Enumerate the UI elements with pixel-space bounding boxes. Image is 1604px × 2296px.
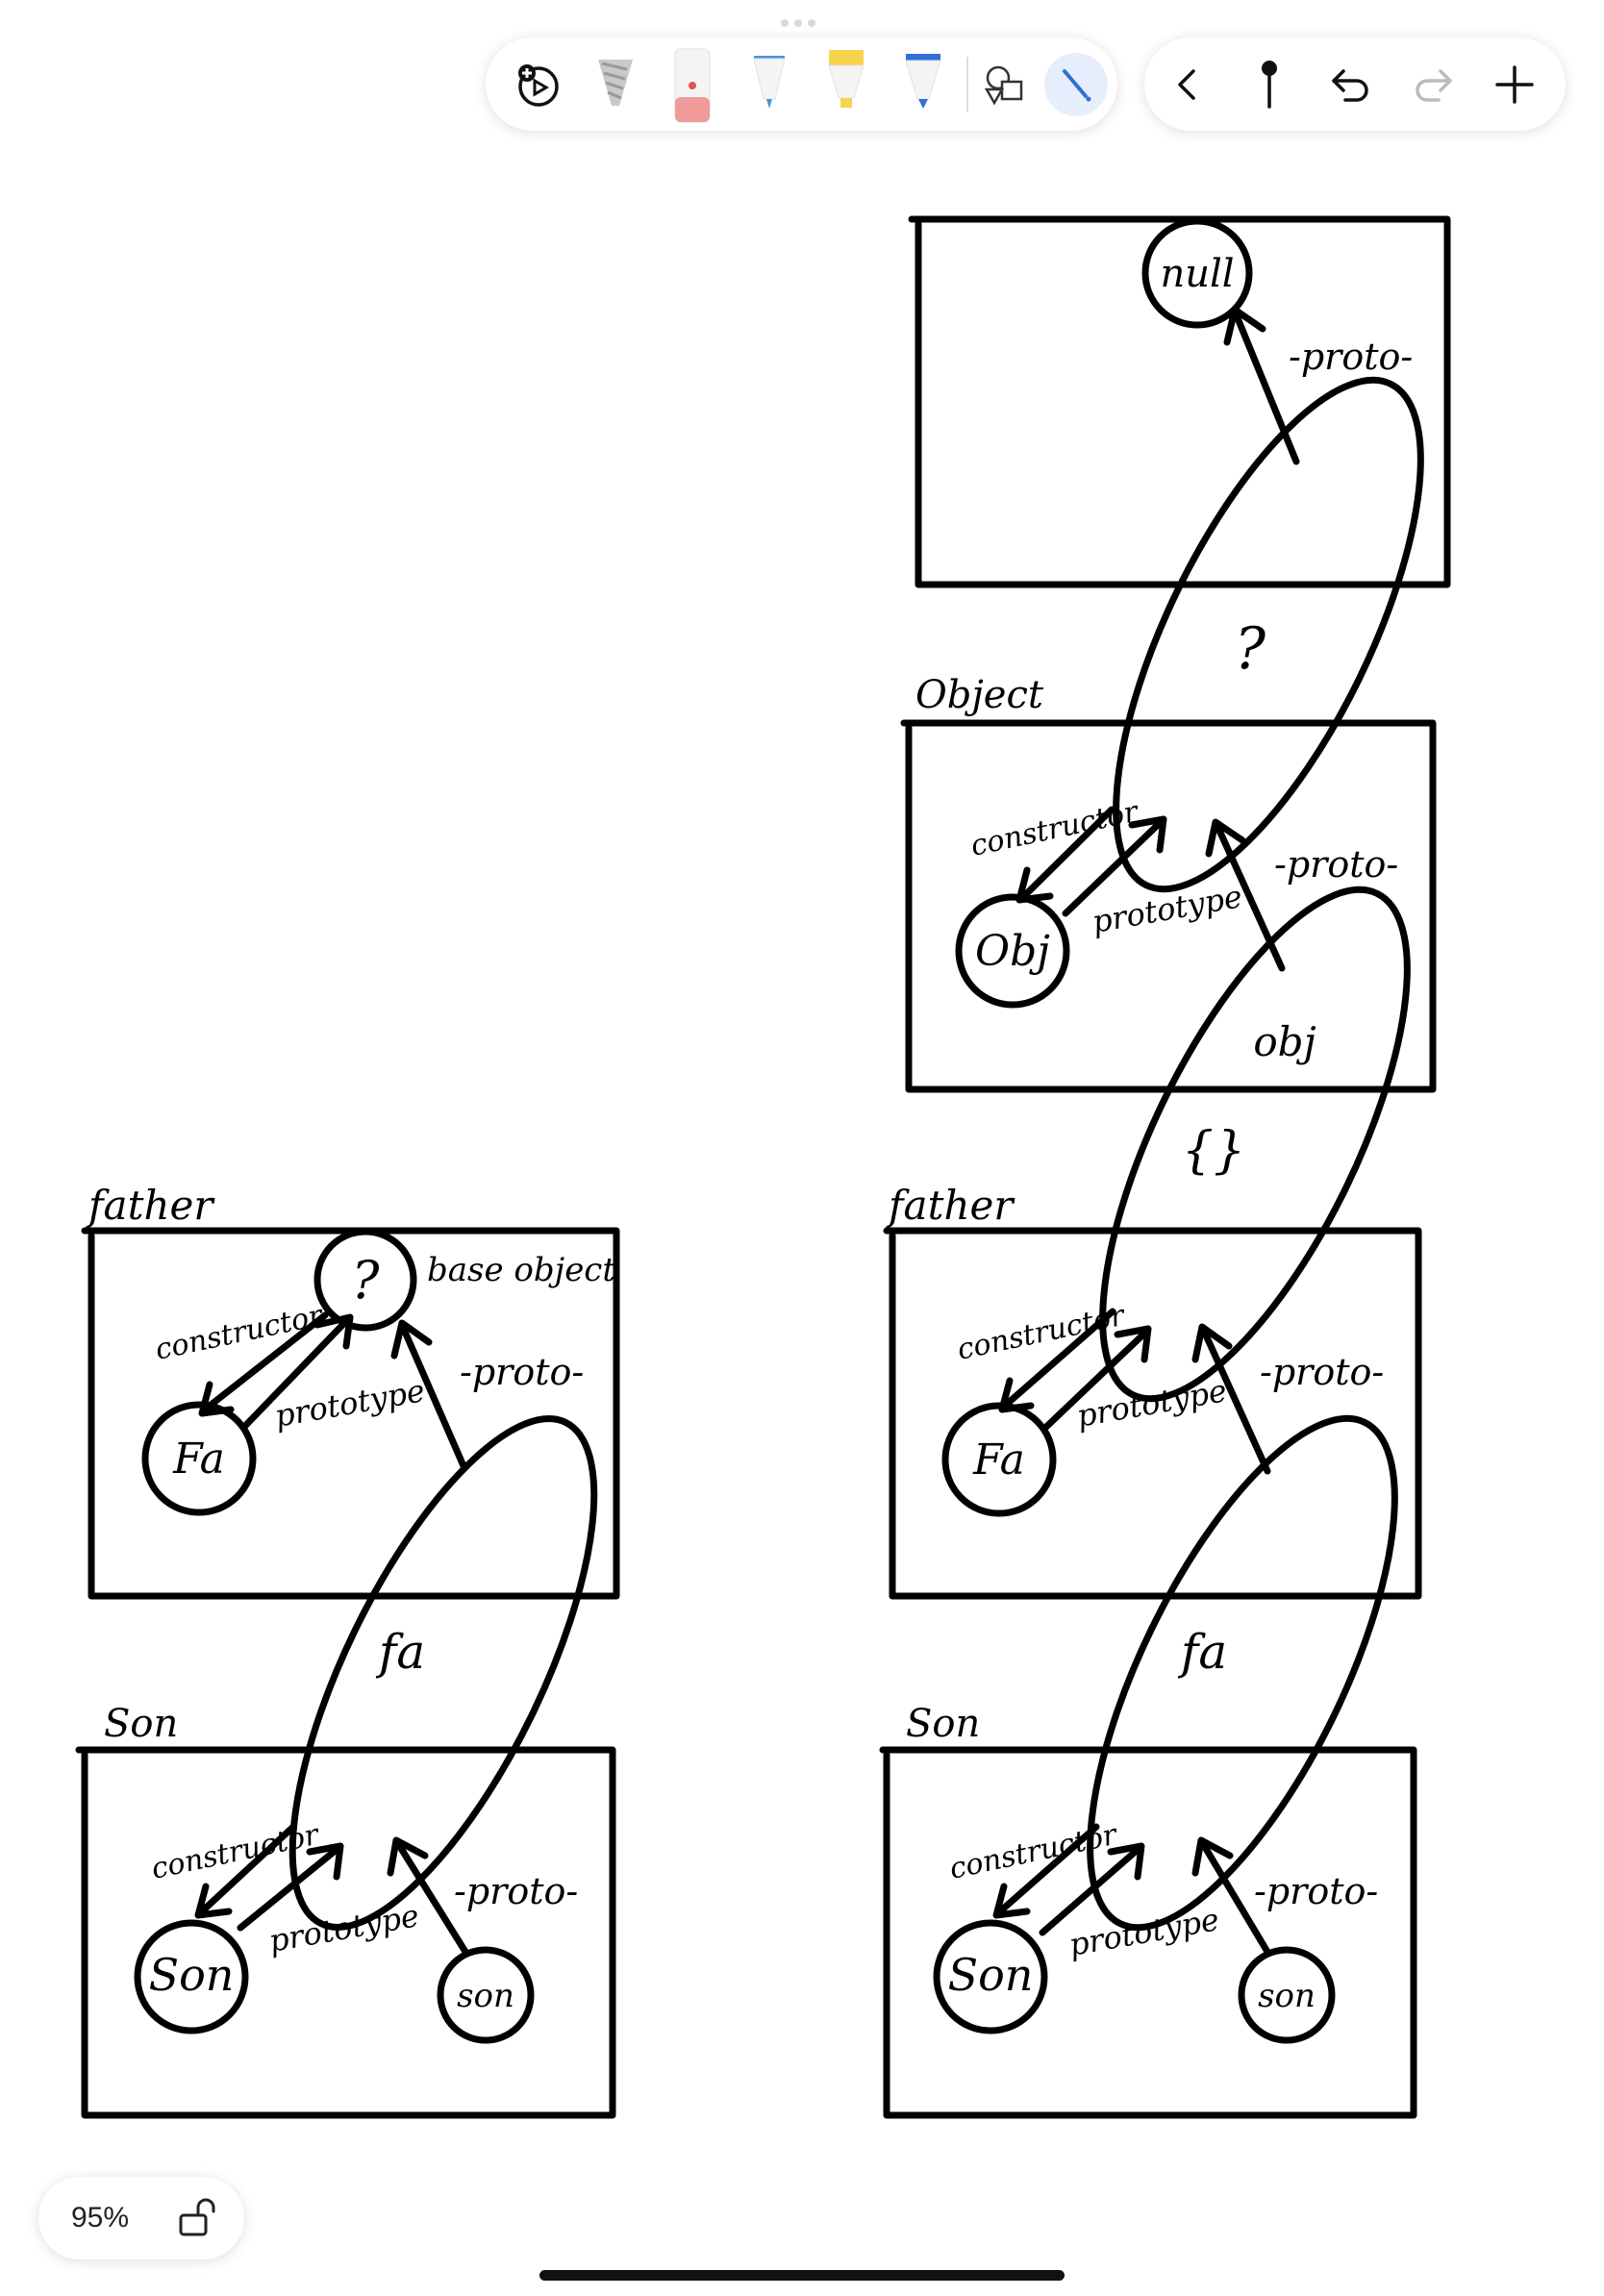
right-object-constructor-arrow xyxy=(1015,806,1115,904)
right-son-prototype-label: prototype xyxy=(1066,1901,1222,1963)
right-son-title: Son xyxy=(906,1702,980,1746)
toolbar-drag-handle[interactable] xyxy=(781,19,823,27)
right-son-instance-label: son xyxy=(1258,1977,1316,2015)
left-father-proto-node xyxy=(313,1228,417,1332)
right-son-box xyxy=(879,1746,1417,2119)
back-icon[interactable] xyxy=(1154,37,1221,131)
left-father-box xyxy=(81,1227,620,1600)
left-son-instance-node xyxy=(437,1946,535,2044)
right-obj-ctor-label: Obj xyxy=(975,927,1050,976)
left-son-ctor-label: Son xyxy=(149,1949,235,2001)
left-son-constructor-arrow xyxy=(194,1823,297,1919)
pen-tool-icon[interactable] xyxy=(736,37,803,131)
left-son-proto-arrow xyxy=(387,1836,469,1956)
right-object-ellipse-label: ? xyxy=(1235,615,1266,683)
left-father-prototype-arrow xyxy=(240,1313,354,1431)
left-father-node-label: ? xyxy=(352,1250,381,1310)
right-object-constructor-label: constructor xyxy=(967,795,1142,863)
drawing-tools-toolbar xyxy=(486,37,1117,131)
right-object-ctor-node xyxy=(955,893,1070,1009)
left-son-proto-label: -proto- xyxy=(454,1870,578,1912)
toolbar-divider xyxy=(966,57,968,112)
right-son-proto-arrow xyxy=(1191,1836,1271,1956)
right-father-title: father xyxy=(886,1182,1015,1229)
shapes-tool-icon[interactable] xyxy=(971,37,1039,131)
left-father-proto-label: -proto- xyxy=(460,1351,584,1393)
home-indicator[interactable] xyxy=(539,2270,1065,2281)
left-fa-proto-arrow xyxy=(390,1319,468,1472)
right-fa-ellipse xyxy=(1087,1414,1398,1932)
right-obj-ellipse-label-bottom: {} xyxy=(1182,1122,1245,1180)
right-father-fa-node xyxy=(941,1402,1057,1517)
right-null-box xyxy=(908,215,1451,588)
right-null-node xyxy=(1141,217,1253,329)
highlighter-tool-icon[interactable] xyxy=(813,37,880,131)
eraser-tool-icon[interactable] xyxy=(659,37,726,131)
redo-icon[interactable] xyxy=(1399,37,1466,131)
right-father-proto-label: -proto- xyxy=(1260,1351,1384,1393)
undo-icon[interactable] xyxy=(1317,37,1385,131)
left-father-constructor-label: constructor xyxy=(152,1299,327,1367)
right-fa-proto-arrow xyxy=(1191,1323,1271,1475)
right-null-proto-arrow xyxy=(1223,306,1300,465)
right-father-box xyxy=(883,1227,1422,1600)
right-null-label: null xyxy=(1160,252,1234,296)
right-obj-proto-arrow xyxy=(1205,818,1286,972)
left-fa-ellipse xyxy=(288,1415,598,1931)
left-father-title: father xyxy=(86,1182,215,1229)
right-object-title: Object xyxy=(915,673,1044,717)
left-son-instance-label: son xyxy=(457,1977,514,2015)
lasso-tool-icon[interactable] xyxy=(1041,37,1111,131)
left-father-constructor-arrow xyxy=(198,1311,329,1417)
navigation-toolbar xyxy=(1144,37,1566,131)
right-fa-node-label: Fa xyxy=(972,1435,1025,1485)
marker-tool-icon[interactable] xyxy=(890,37,957,131)
right-obj-ellipse-label-top: obj xyxy=(1253,1018,1316,1065)
right-son-constructor-arrow xyxy=(992,1823,1100,1919)
lock-icon[interactable] xyxy=(173,2194,221,2242)
right-father-constructor-label: constructor xyxy=(954,1299,1129,1367)
right-father-prototype-arrow xyxy=(1042,1325,1152,1431)
left-son-title: Son xyxy=(104,1702,178,1746)
right-object-prototype-ellipse xyxy=(1113,376,1424,893)
add-page-icon[interactable] xyxy=(1481,37,1548,131)
right-object-proto-label: -proto- xyxy=(1274,843,1398,886)
zoom-level: 95% xyxy=(71,2202,130,2234)
left-son-box xyxy=(75,1746,616,2119)
right-son-prototype-arrow xyxy=(1039,1842,1145,1936)
left-son-prototype-label: prototype xyxy=(266,1897,422,1959)
pencil-tool-icon[interactable] xyxy=(582,37,649,131)
right-son-ctor-label: Son xyxy=(948,1949,1034,2001)
right-son-ctor-node xyxy=(933,1919,1048,2034)
right-obj-ellipse xyxy=(1099,886,1411,1403)
right-null-proto-label: -proto- xyxy=(1289,336,1413,378)
right-son-proto-label: -proto- xyxy=(1254,1870,1378,1912)
left-fa-ellipse-label: fa xyxy=(375,1624,425,1680)
left-base-object-note: base object xyxy=(427,1251,615,1289)
right-son-instance-node xyxy=(1238,1946,1336,2044)
right-object-prototype-arrow xyxy=(1062,815,1167,917)
right-father-constructor-arrow xyxy=(998,1308,1116,1413)
pin-icon[interactable] xyxy=(1236,37,1303,131)
left-son-ctor-node xyxy=(134,1919,249,2034)
right-object-box xyxy=(900,719,1437,1093)
left-father-fa-node xyxy=(141,1401,257,1516)
left-father-prototype-label: prototype xyxy=(272,1372,428,1435)
left-son-prototype-arrow xyxy=(237,1842,344,1932)
add-media-icon[interactable] xyxy=(505,37,572,131)
left-fa-node-label: Fa xyxy=(172,1435,225,1484)
zoom-indicator[interactable]: 95% xyxy=(38,2177,244,2259)
right-fa-ellipse-label: fa xyxy=(1177,1624,1227,1680)
